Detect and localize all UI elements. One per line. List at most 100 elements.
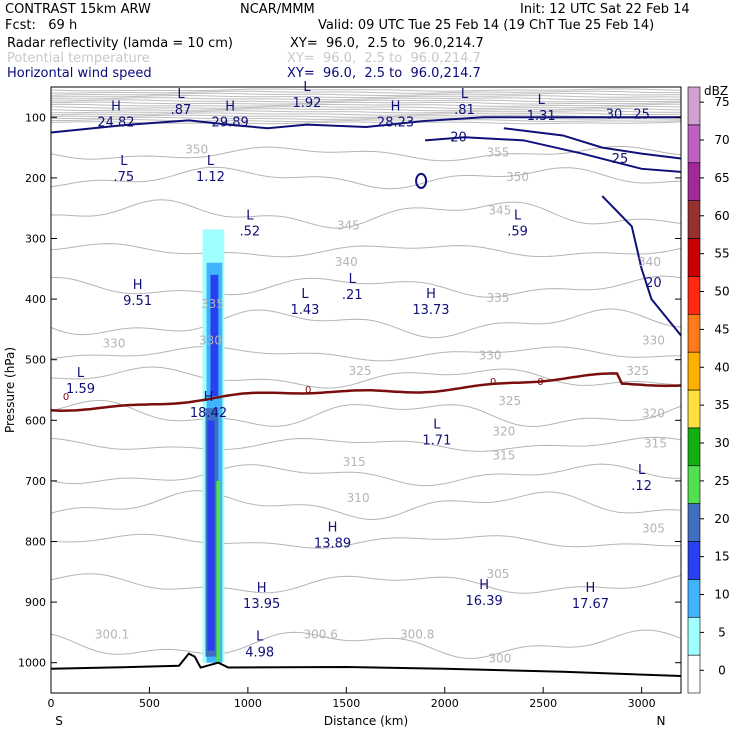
extremum-value: 4.98 <box>245 646 274 661</box>
freezing-level-label: 0 <box>537 377 543 388</box>
theta-contour-upper <box>50 103 681 107</box>
colorbar-swatch <box>687 616 701 656</box>
theta-contour <box>50 243 682 258</box>
colorbar-swatch <box>687 503 701 542</box>
extremum-value: .59 <box>507 224 528 239</box>
theta-contour-upper <box>50 110 682 114</box>
theta-contour-upper <box>50 119 682 122</box>
theta-contour <box>50 533 682 549</box>
theta-contour-upper <box>50 101 682 105</box>
wind-contour <box>50 116 681 134</box>
theta-contour <box>50 199 682 229</box>
theta-label: 345 <box>337 218 360 232</box>
colorbar-label: 65 <box>714 171 729 185</box>
colorbar-label: 55 <box>714 247 729 261</box>
theta-contour <box>50 436 682 452</box>
extremum-value: 1.71 <box>422 433 451 448</box>
y-tick-label: 100 <box>25 111 46 124</box>
x-tick-label: 2000 <box>431 697 459 710</box>
y-tick-label: 200 <box>25 172 46 185</box>
theta-contour-upper <box>50 114 682 118</box>
wind-contour <box>601 195 682 337</box>
y-tick-label: 700 <box>25 475 46 488</box>
wind-label: 20 <box>645 276 662 291</box>
reflectivity-15dbz <box>210 274 219 397</box>
extremum-value: 17.67 <box>572 597 609 612</box>
theta-contour-upper <box>51 116 681 120</box>
theta-contour-upper <box>51 97 681 101</box>
theta-contour-upper <box>50 108 682 112</box>
south-label: S <box>55 714 63 728</box>
extremum-value: .12 <box>631 479 652 494</box>
colorbar-label: 70 <box>714 133 729 147</box>
extremum-type: L <box>514 208 522 223</box>
x-tick-label: 3000 <box>628 697 656 710</box>
plot-frame <box>50 86 682 694</box>
extremum-value: 16.39 <box>466 594 503 609</box>
x-tick-label: 2500 <box>529 697 557 710</box>
theta-label: 305 <box>486 567 509 581</box>
theta-label: 335 <box>201 297 224 311</box>
extremum-value: 1.31 <box>527 109 556 124</box>
extremum-type: H <box>225 99 235 114</box>
init-time: Init: 12 UTC Sat 22 Feb 14 <box>520 2 690 17</box>
wind-label: 20 <box>450 131 467 146</box>
theta-contour <box>50 463 682 487</box>
extremum-type: L <box>301 287 309 302</box>
theta-contour-upper <box>50 112 682 116</box>
colorbar-swatch <box>687 427 701 467</box>
extremum-type: L <box>207 154 215 169</box>
colorbar-label: 60 <box>714 209 729 223</box>
extremum-value: 1.43 <box>290 303 319 318</box>
y-tick-label: 900 <box>25 596 46 609</box>
extremum-value: .52 <box>240 224 261 239</box>
theta-contour <box>50 308 682 339</box>
theta-contour-upper <box>50 90 681 94</box>
x-tick-label: 0 <box>48 697 55 710</box>
theta-contour-upper <box>50 92 681 96</box>
theta-label: 300 <box>488 652 511 666</box>
colorbar-swatch <box>687 162 701 201</box>
theta-label: 330 <box>103 337 126 351</box>
reflectivity-25dbz <box>216 480 221 663</box>
extremum-type: L <box>256 630 264 645</box>
valid-time: Valid: 09 UTC Tue 25 Feb 14 (19 ChT Tue … <box>318 18 655 33</box>
extremum-value: 13.73 <box>412 303 449 318</box>
colorbar-label: 30 <box>714 436 729 450</box>
theta-label: 300.1 <box>95 627 129 641</box>
x-tick-label: 1500 <box>332 697 360 710</box>
extremum-value: 13.95 <box>243 597 280 612</box>
theta-contour <box>50 275 682 298</box>
theta-label: 315 <box>343 455 366 469</box>
colorbar-label: 45 <box>714 322 729 336</box>
field-theta-xy: XY= 96.0, 2.5 to 96.0,214.7 <box>287 51 481 66</box>
extremum-value: 28.23 <box>377 115 414 130</box>
field-reflectivity-xy: XY= 96.0, 2.5 to 96.0,214.7 <box>290 36 484 51</box>
colorbar-label: 40 <box>714 360 729 374</box>
north-label: N <box>657 714 666 728</box>
theta-label: 345 <box>488 203 511 217</box>
y-tick-label: 800 <box>25 536 46 549</box>
extremum-value: .75 <box>114 170 135 185</box>
theta-label: 350 <box>185 143 208 157</box>
extremum-type: L <box>349 272 357 287</box>
theta-label: 300.6 <box>304 627 338 641</box>
extremum-value: 29.89 <box>212 115 249 130</box>
theta-label: 325 <box>349 364 372 378</box>
field-theta: Potential temperature <box>7 51 150 66</box>
wind-label: 30 <box>606 108 623 123</box>
theta-label: 300.8 <box>400 627 434 641</box>
extremum-type: L <box>433 417 441 432</box>
extremum-type: L <box>177 87 185 102</box>
extremum-value: .21 <box>342 288 363 303</box>
extremum-type: H <box>111 99 121 114</box>
extremum-type: H <box>479 578 489 593</box>
freezing-level-line <box>50 372 682 412</box>
colorbar-swatch <box>687 313 701 353</box>
colorbar-swatch <box>687 541 701 580</box>
reflectivity-15dbz-lower <box>207 420 215 651</box>
wind-label: 25 <box>633 108 650 123</box>
theta-label: 310 <box>347 491 370 505</box>
theta-label: 320 <box>642 406 665 420</box>
theta-contour <box>50 573 682 594</box>
